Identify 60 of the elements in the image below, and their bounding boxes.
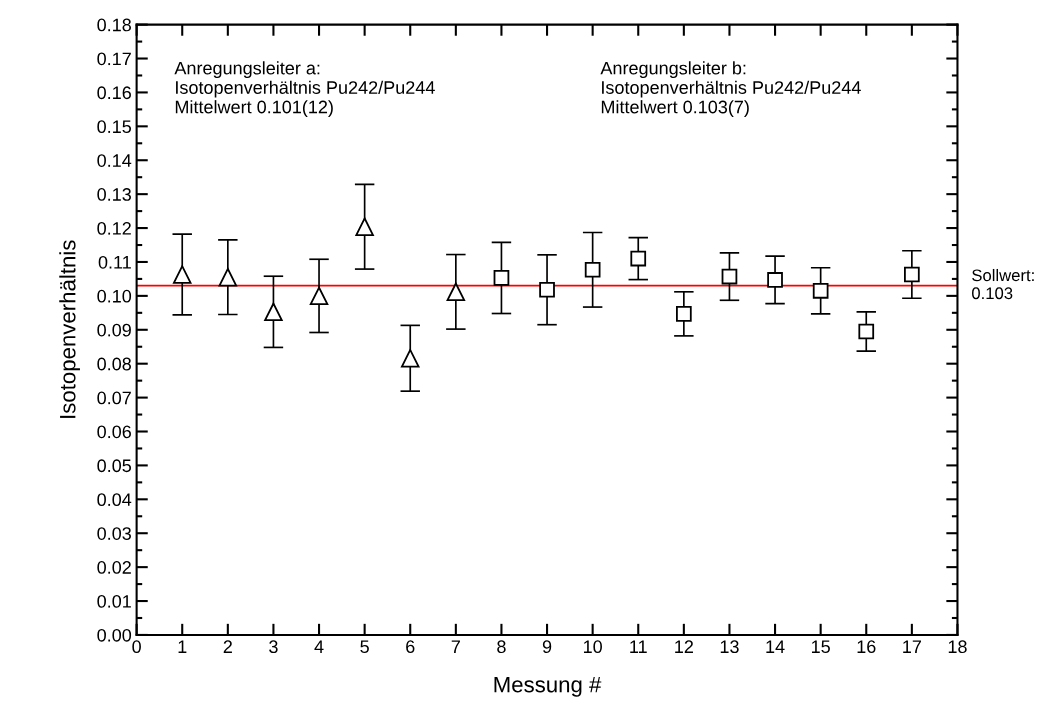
x-tick-label: 6	[406, 640, 415, 654]
point	[630, 250, 647, 267]
y-tick-label: 0.05	[97, 459, 132, 473]
y-tick-label: 0.13	[97, 188, 131, 201]
y-tick-label: 0.15	[97, 120, 132, 134]
y-tick-label: 0.12	[97, 221, 131, 235]
x-tick-label: 7	[451, 640, 460, 653]
point	[767, 272, 783, 288]
x-tick-label: 4	[314, 640, 324, 653]
y-tick-label: 0.14	[97, 154, 132, 167]
point	[355, 217, 374, 236]
point	[446, 282, 466, 302]
point	[721, 268, 738, 285]
y-tick-label: 0.07	[97, 391, 131, 405]
x-tick-label: 11	[630, 640, 647, 653]
x-tick-label: 0	[132, 640, 141, 654]
point	[309, 286, 329, 306]
point	[493, 270, 510, 286]
point	[172, 265, 192, 284]
y-tick-label: 0.16	[97, 86, 131, 100]
x-tick-label: 17	[903, 640, 921, 653]
x-tick-label: 16	[857, 640, 876, 654]
y-tick-label: 0.02	[97, 561, 131, 574]
x-tick-label: 9	[542, 640, 552, 654]
x-axis-title: Messung #	[494, 676, 602, 697]
x-tick-label: 12	[675, 640, 693, 653]
y-tick-label: 0.17	[97, 52, 131, 66]
y-axis-title: Isotopenverhältnis	[59, 240, 80, 418]
point	[264, 302, 283, 322]
y-tick-label: 0.01	[97, 594, 131, 608]
point	[676, 305, 692, 322]
y-tick-label: 0.08	[97, 357, 131, 371]
y-tick-label: 0.04	[97, 493, 132, 507]
x-tick-label: 15	[811, 640, 830, 654]
point	[858, 323, 875, 340]
y-tick-label: 0.00	[97, 628, 132, 642]
point	[539, 281, 555, 298]
y-tick-label: 0.18	[97, 18, 131, 32]
x-tick-label: 10	[583, 640, 602, 654]
x-tick-label: 5	[360, 640, 369, 654]
point	[218, 267, 238, 287]
ref-line-label: Sollwert: 0.103	[972, 268, 1034, 300]
y-tick-label: 0.06	[97, 425, 131, 439]
point	[584, 261, 601, 278]
point	[904, 266, 920, 283]
y-tick-label: 0.11	[98, 255, 131, 269]
x-tick-label: 1	[178, 640, 187, 653]
y-tick-label: 0.10	[97, 289, 132, 303]
point	[812, 282, 829, 299]
annotation: Anregungsleiter a: Isotopenverhältnis Pu242/Pu244 Mittelwert 0.101(12)	[174, 61, 435, 117]
y-tick-label: 0.03	[97, 527, 131, 540]
x-tick-label: 18	[948, 640, 967, 654]
point	[401, 349, 420, 368]
x-tick-label: 14	[766, 640, 785, 653]
x-tick-label: 2	[223, 640, 232, 653]
annotation: Anregungsleiter b: Isotopenverhältnis Pu242/Pu244 Mittelwert 0.103(7)	[600, 61, 861, 117]
x-tick-label: 8	[497, 640, 506, 654]
x-tick-label: 13	[720, 640, 739, 654]
y-tick-label: 0.09	[97, 323, 131, 337]
x-tick-label: 3	[269, 640, 278, 654]
